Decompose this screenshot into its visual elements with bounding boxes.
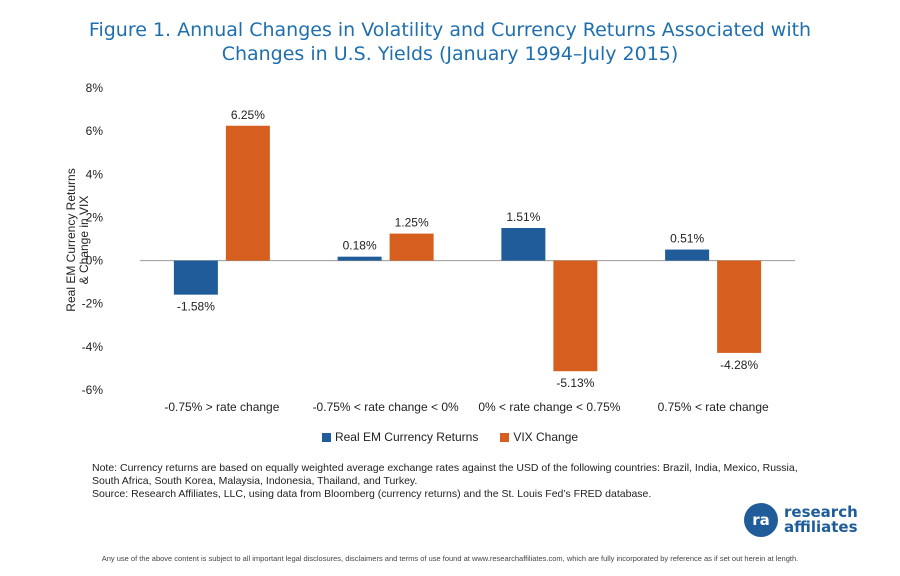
data-label: 1.51% bbox=[506, 210, 540, 224]
bar-chart: 8% 6% 4% 2% 0% -2% -4% -6% Real EM Currency Retu… bbox=[64, 81, 795, 414]
bar-em-currency bbox=[501, 227, 546, 261]
logo-wordmark: research affiliates bbox=[784, 505, 858, 535]
data-label: -5.13% bbox=[556, 376, 594, 390]
data-label: -4.28% bbox=[720, 358, 758, 372]
bar-vix bbox=[225, 125, 270, 261]
disclaimer: Any use of the above content is subject … bbox=[101, 554, 799, 563]
data-label: 0.18% bbox=[343, 239, 377, 253]
data-label: 0.51% bbox=[670, 232, 704, 246]
logo-word-1: research bbox=[784, 503, 858, 521]
note-line-2: South Africa, South Korea, Malaysia, Ind… bbox=[92, 475, 418, 487]
y-tick-label: -4% bbox=[82, 340, 104, 354]
legend-label-vix: VIX Change bbox=[513, 430, 579, 444]
legend-item-vix: VIX Change bbox=[500, 430, 578, 444]
x-category-label: 0% < rate change < 0.75% bbox=[478, 400, 620, 414]
y-tick-label: 6% bbox=[86, 124, 104, 138]
y-tick-label: 8% bbox=[86, 81, 104, 95]
chart-title: Figure 1. Annual Changes in Volatility a… bbox=[0, 18, 900, 66]
legend-item-em-currency: Real EM Currency Returns bbox=[321, 430, 479, 444]
y-tick-label: -6% bbox=[82, 383, 104, 397]
bar-em-currency bbox=[173, 260, 218, 295]
bar-vix bbox=[389, 233, 434, 261]
research-affiliates-logo: ra research affiliates bbox=[744, 502, 884, 538]
logo-word-2: affiliates bbox=[784, 518, 858, 536]
x-category-label: 0.75% < rate change bbox=[658, 400, 769, 414]
y-tick-label: 2% bbox=[86, 210, 104, 224]
title-line-1: Figure 1. Annual Changes in Volatility a… bbox=[88, 19, 812, 41]
bar-em-currency bbox=[337, 256, 382, 261]
data-label: 1.25% bbox=[395, 216, 429, 230]
note-line-1: Note: Currency returns are based on equa… bbox=[92, 462, 798, 474]
title-line-2: Changes in U.S. Yields (January 1994–Jul… bbox=[221, 43, 679, 65]
data-label: 6.25% bbox=[231, 108, 265, 122]
note-block: Note: Currency returns are based on equa… bbox=[92, 462, 852, 501]
bar-em-currency bbox=[665, 249, 710, 261]
bar-vix bbox=[717, 260, 762, 353]
y-axis-label-line-1: Real EM Currency Returns bbox=[64, 168, 78, 311]
logo-mark-icon: ra bbox=[744, 503, 778, 537]
y-tick-label: 0% bbox=[86, 254, 104, 268]
source-text: Source: Research Affiliates, LLC, using … bbox=[92, 488, 652, 500]
y-tick-label: 4% bbox=[86, 167, 104, 181]
x-category-label: -0.75% > rate change bbox=[164, 400, 279, 414]
bar-vix bbox=[553, 260, 598, 372]
legend-label-em-currency: Real EM Currency Returns bbox=[334, 430, 479, 444]
legend: Real EM Currency Returns VIX Change bbox=[0, 430, 900, 444]
y-axis-label-line-2: & Change in VIX bbox=[77, 196, 91, 285]
x-category-label: -0.75% < rate change < 0% bbox=[313, 400, 459, 414]
y-tick-label: -2% bbox=[82, 297, 104, 311]
data-label: -1.58% bbox=[177, 300, 215, 314]
legend-swatch-vix bbox=[500, 432, 510, 442]
legend-swatch-em-currency bbox=[321, 432, 331, 442]
